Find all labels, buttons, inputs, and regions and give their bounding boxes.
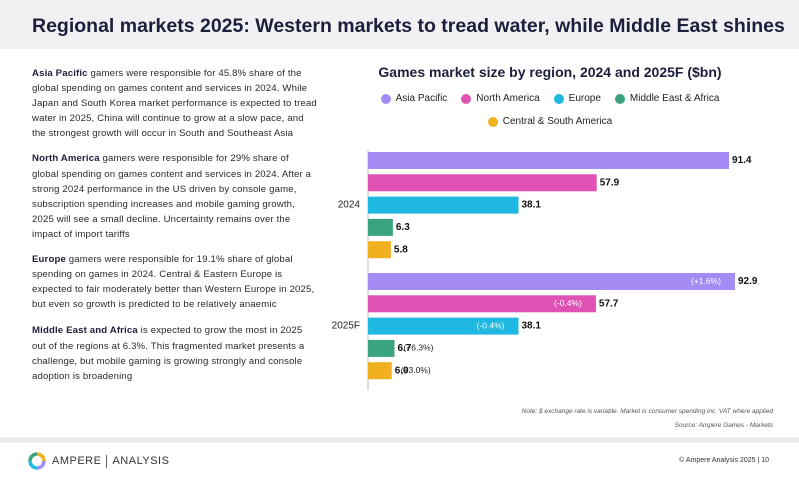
value-label: 57.7 bbox=[599, 298, 619, 309]
legend-item: Asia Pacific bbox=[380, 92, 448, 105]
paragraph: Asia Pacific gamers were responsible for… bbox=[32, 66, 317, 141]
chart: 2024 91.4 57.9 38.1 6.3 5.8 2025F 92.9 (+1.6%) 57… bbox=[332, 150, 758, 390]
copyright: © Ampere Analysis 2025 | 10 bbox=[679, 457, 769, 464]
value-label: 5.8 bbox=[394, 244, 408, 255]
bar bbox=[368, 273, 735, 290]
footer-rule bbox=[0, 437, 799, 443]
legend-label: Central & South America bbox=[502, 116, 613, 127]
slide-title: Regional markets 2025: Western markets t… bbox=[32, 15, 785, 37]
y-tick-label: 2025F bbox=[332, 321, 360, 332]
legend-swatch bbox=[487, 116, 498, 127]
paragraph-text: gamers were responsible for 45.8% share … bbox=[32, 68, 317, 140]
legend-item: Central & South America bbox=[487, 115, 613, 128]
bar bbox=[368, 218, 393, 236]
bar bbox=[368, 196, 519, 214]
legend-item: North America bbox=[461, 92, 540, 105]
value-label: 91.4 bbox=[732, 155, 752, 166]
change-label: (+6.3%) bbox=[403, 343, 433, 353]
legend-label: Asia Pacific bbox=[395, 93, 448, 104]
value-label: 38.1 bbox=[521, 321, 541, 332]
value-label: 38.1 bbox=[521, 200, 541, 211]
paragraph: Europe gamers were responsible for 19.1%… bbox=[32, 252, 317, 312]
legend-swatch bbox=[461, 93, 472, 104]
bar bbox=[368, 295, 596, 313]
change-label: (+3.0%) bbox=[401, 365, 431, 375]
legend-swatch bbox=[553, 93, 564, 104]
bar bbox=[368, 241, 391, 259]
logo: AMPERE ANALYSIS bbox=[28, 452, 169, 470]
change-label: (-0.4%) bbox=[554, 298, 582, 308]
paragraph-lead: Asia Pacific bbox=[32, 68, 88, 79]
chart-note: Note: $ exchange rate is variable. Marke… bbox=[521, 408, 773, 415]
logo-icon bbox=[28, 452, 46, 470]
chart-title: Games market size by region, 2024 and 20… bbox=[378, 64, 722, 80]
commentary: Asia Pacific gamers were responsible for… bbox=[32, 66, 317, 394]
change-label: (-0.4%) bbox=[477, 320, 505, 330]
header: Regional markets 2025: Western markets t… bbox=[0, 0, 799, 49]
logo-word: AMPERE bbox=[52, 455, 102, 467]
legend-swatch bbox=[380, 93, 391, 104]
legend-label: North America bbox=[476, 93, 540, 104]
paragraph-text: is expected to grow the most in 2025 out… bbox=[32, 325, 305, 382]
bar bbox=[368, 174, 597, 192]
value-label: 92.9 bbox=[738, 276, 758, 287]
paragraph: Middle East and Africa is expected to gr… bbox=[32, 323, 317, 383]
logo-word: ANALYSIS bbox=[112, 455, 170, 467]
y-tick-label: 2024 bbox=[338, 200, 361, 211]
value-label: 6.3 bbox=[396, 222, 410, 233]
bar bbox=[368, 317, 519, 335]
paragraph-lead: Middle East and Africa bbox=[32, 325, 138, 337]
legend-swatch bbox=[614, 93, 625, 104]
legend-item: Middle East & Africa bbox=[614, 92, 720, 105]
value-label: 6.7 bbox=[397, 343, 411, 354]
bar bbox=[368, 362, 392, 380]
value-label: 6.0 bbox=[395, 365, 409, 376]
bar bbox=[368, 152, 730, 169]
paragraph-lead: North America bbox=[32, 153, 100, 165]
legend: Asia Pacific North America Europe Middle Ea… bbox=[360, 92, 740, 128]
bar bbox=[368, 339, 395, 357]
change-label: (+1.6%) bbox=[691, 276, 721, 286]
logo-divider bbox=[106, 454, 108, 468]
paragraph: North America gamers were responsible fo… bbox=[32, 151, 317, 242]
paragraph-text: gamers were responsible for 29% share of… bbox=[32, 153, 312, 240]
paragraph-text: gamers were responsible for 19.1% share … bbox=[32, 254, 315, 311]
paragraph-lead: Europe bbox=[32, 254, 66, 266]
value-label: 57.9 bbox=[600, 177, 620, 188]
legend-label: Middle East & Africa bbox=[629, 93, 720, 104]
legend-item: Europe bbox=[553, 92, 601, 105]
legend-label: Europe bbox=[568, 93, 601, 104]
chart-source: Source: Ampere Games - Markets bbox=[674, 422, 773, 429]
